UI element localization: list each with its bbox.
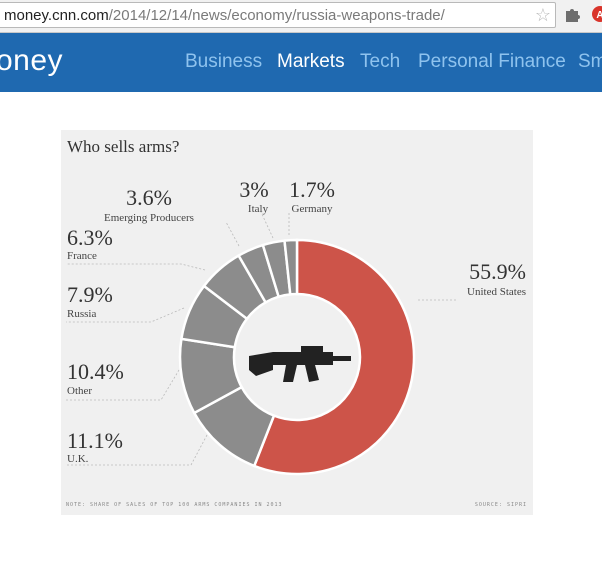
graphic-note: Note: share of sales of top 100 arms com… [66, 502, 283, 508]
browser-toolbar: money.cnn.com/2014/12/14/news/economy/ru… [0, 0, 602, 33]
value-label-germany: 1.7% [289, 177, 335, 202]
value-label-united-states: 55.9% [469, 259, 526, 284]
value-label-france: 6.3% [67, 225, 113, 250]
nav-tech[interactable]: Tech [360, 51, 401, 72]
category-label-other: Other [67, 385, 92, 397]
nav-smallbusiness[interactable]: Sm [578, 51, 602, 72]
category-label-united-states: United States [467, 286, 526, 298]
url-text: money.cnn.com/2014/12/14/news/economy/ru… [4, 7, 445, 24]
category-label-italy: Italy [248, 203, 269, 215]
value-label-u-k: 11.1% [67, 428, 123, 453]
leader-line-russia [66, 307, 185, 323]
svg-text:A: A [596, 10, 602, 21]
site-logo[interactable]: oney [0, 44, 64, 77]
category-label-france: France [67, 250, 97, 262]
red-extension-icon[interactable]: A [590, 4, 602, 24]
leader-line-italy [260, 211, 274, 239]
value-label-russia: 7.9% [67, 282, 113, 307]
category-label-russia: Russia [67, 308, 96, 320]
donut-chart: 55.9% United States 11.1%U.K. 10.4%Other 7.9… [66, 177, 526, 476]
graphic-title: Who sells arms? [67, 137, 180, 156]
puzzle-extension-icon[interactable] [563, 4, 583, 24]
category-label-germany: Germany [292, 203, 333, 215]
star-icon[interactable]: ☆ [534, 5, 551, 25]
address-bar[interactable]: money.cnn.com/2014/12/14/news/economy/ru… [0, 2, 556, 28]
value-label-italy: 3% [239, 177, 268, 202]
slice-germany [283, 238, 299, 296]
site-nav-bar: oney Business Markets Tech Personal Fina… [0, 33, 602, 92]
category-label-u-k: U.K. [67, 453, 89, 465]
arms-sales-graphic: Who sells arms? 55.9% United States 11.1% U… [61, 130, 533, 515]
leader-line-emerging [225, 221, 240, 247]
value-label-other: 10.4% [67, 359, 124, 384]
nav-personal-finance[interactable]: Personal Finance [418, 51, 566, 72]
slice-united-states [252, 238, 416, 476]
nav-business[interactable]: Business [185, 51, 263, 72]
leader-line-france [66, 263, 206, 271]
leader-line-uk [66, 434, 208, 466]
graphic-source: Source: SIPRI [474, 502, 527, 508]
category-label-emerging-producers: Emerging Producers [104, 212, 194, 224]
rifle-icon [249, 346, 351, 382]
value-label-emerging-producers: 3.6% [126, 185, 172, 210]
nav-markets[interactable]: Markets [277, 51, 345, 72]
